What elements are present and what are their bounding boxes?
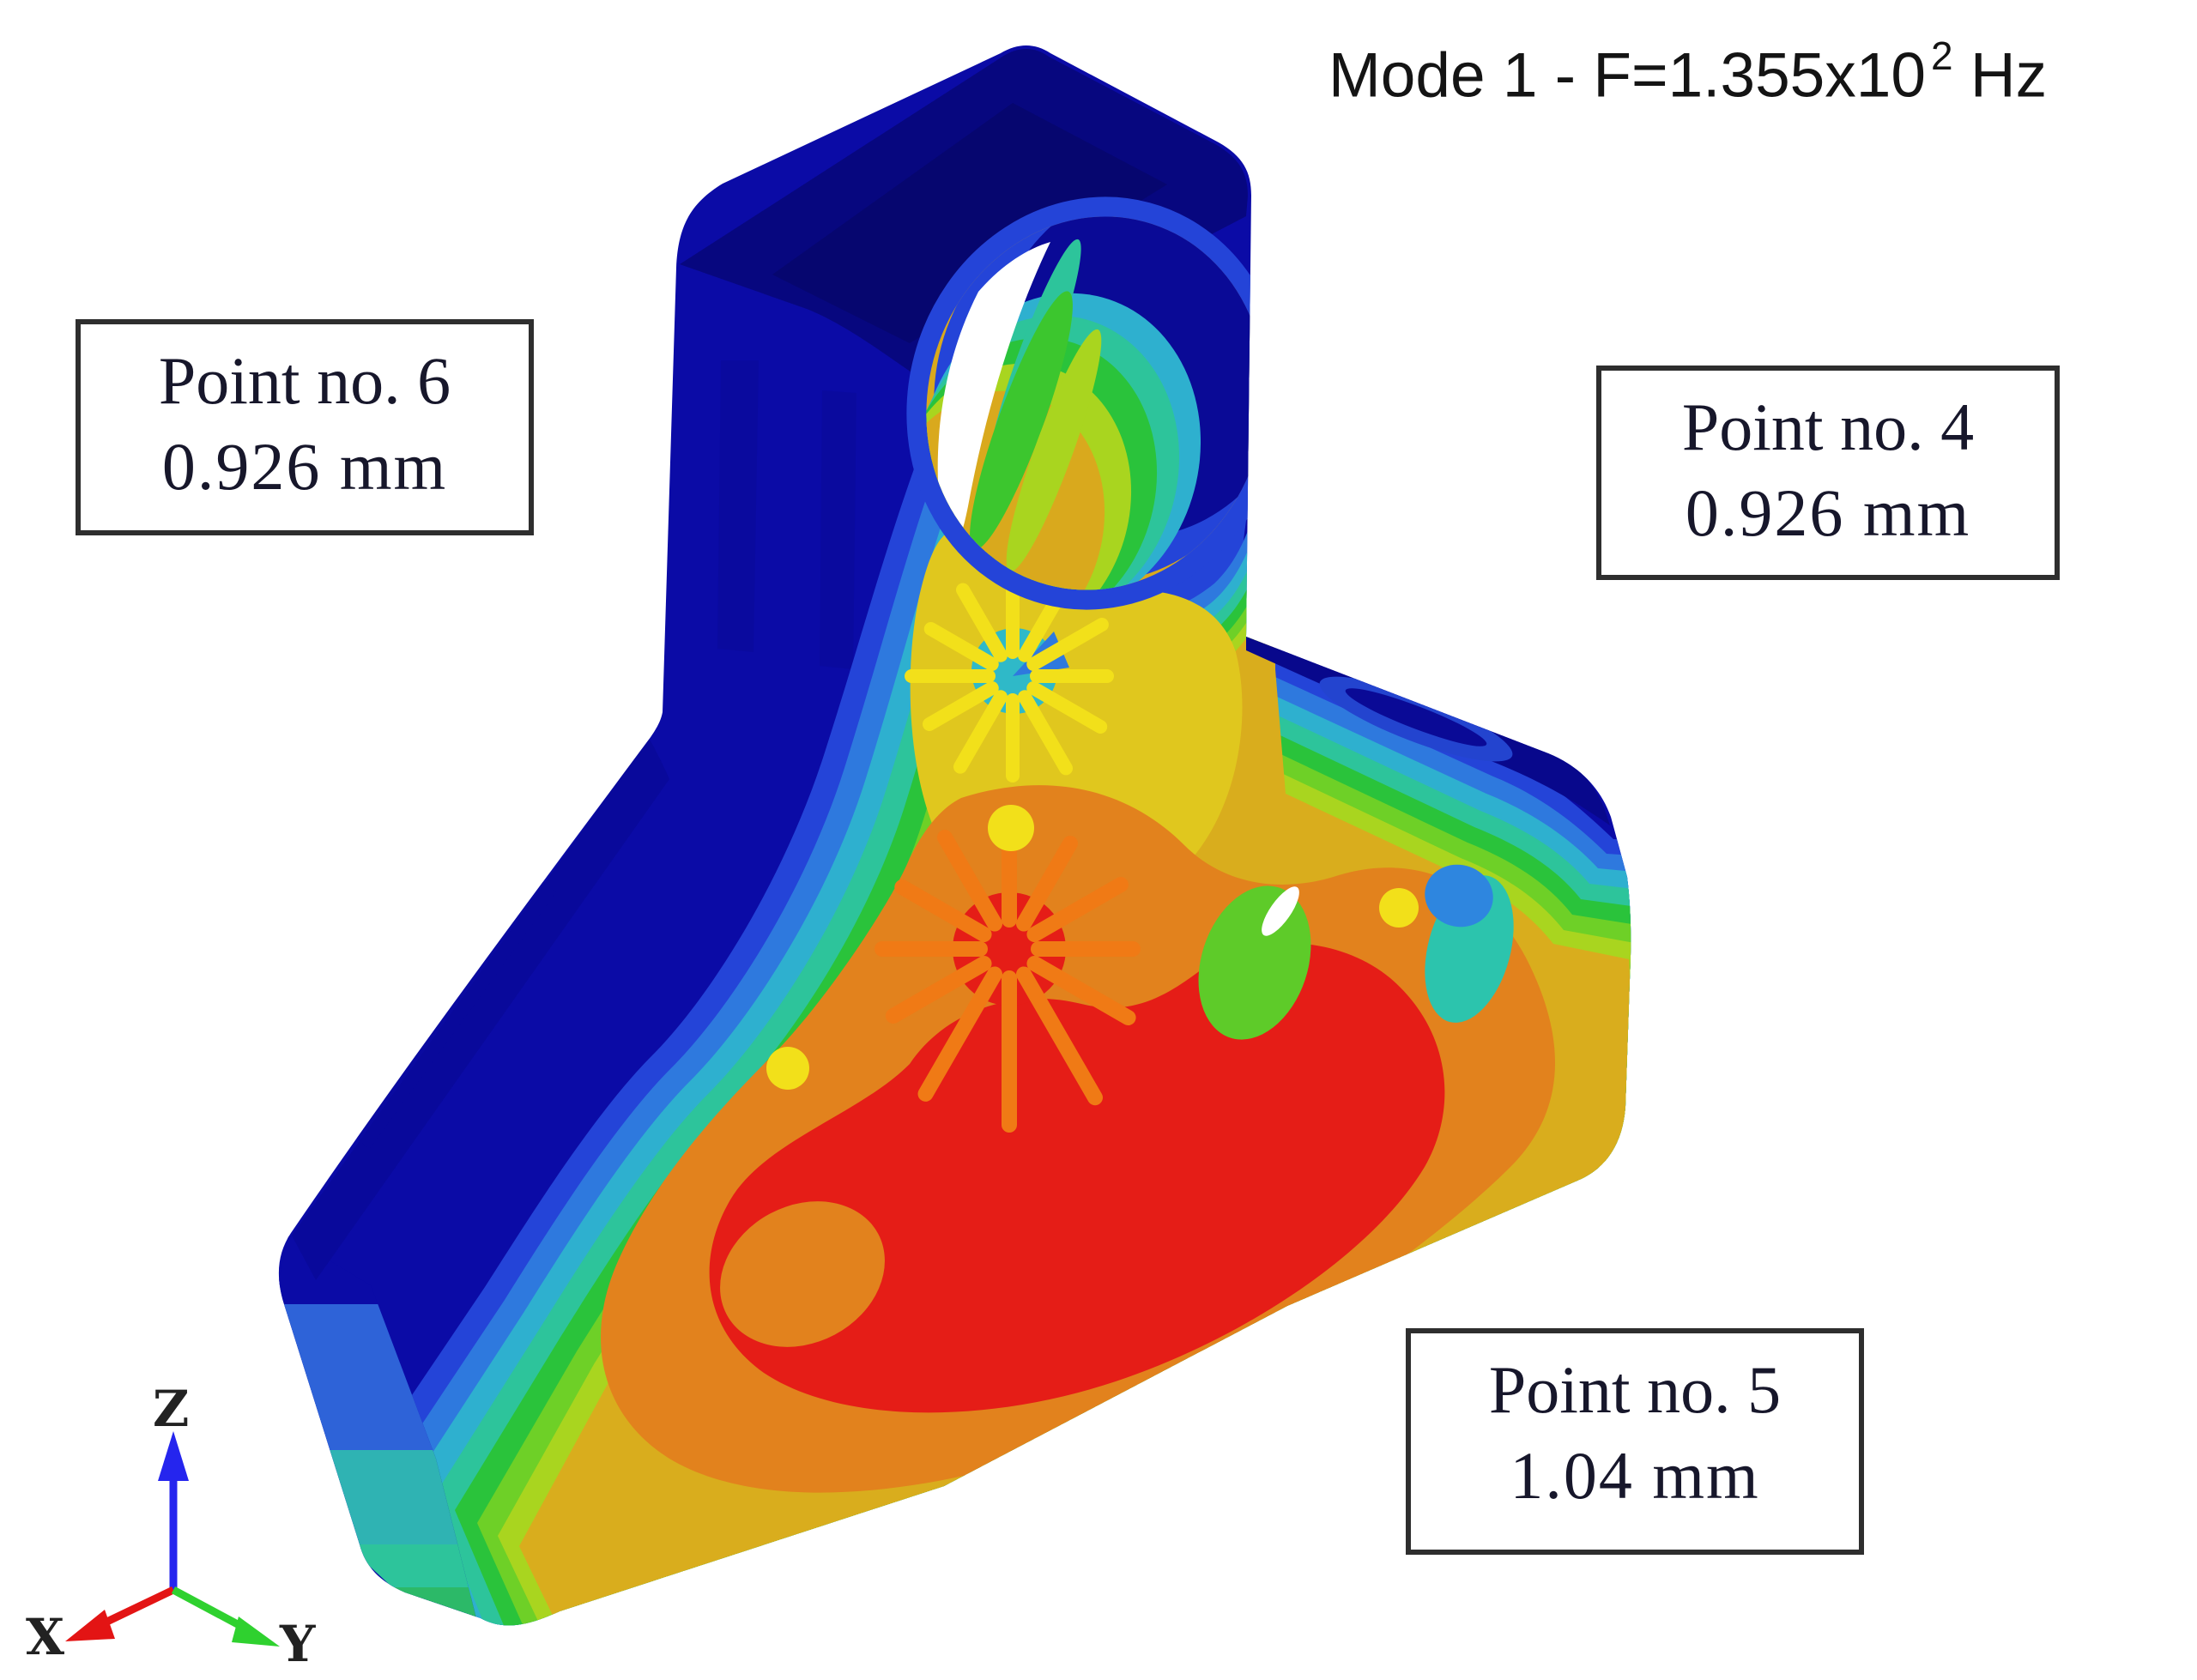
figure-title-exponent: 2 (1930, 33, 1953, 78)
axis-triad: Z X Y (26, 1380, 316, 1673)
contour-band-red (709, 943, 1445, 1413)
annotation-point-value: 1.04 mm (1510, 1437, 1760, 1513)
figure-title-unit: Hz (1952, 40, 2048, 111)
annotation-box-point-6: Point no. 6 0.926 mm (76, 319, 534, 535)
orange-island (720, 1201, 885, 1347)
annotation-point-value: 0.926 mm (1685, 474, 1971, 550)
annotation-point-name: Point no. 4 (1681, 390, 1975, 464)
bore-highlight (937, 242, 1050, 551)
starburst-orange (875, 813, 1141, 1133)
annotation-point-name: Point no. 5 (1488, 1352, 1782, 1427)
node-dot (766, 1047, 809, 1090)
tower-shadow-streak (717, 360, 759, 652)
y-axis-label: Y (279, 1615, 316, 1673)
tower-shadow-streak (820, 390, 856, 669)
y-axis-arrowhead (232, 1617, 280, 1647)
annotation-point-name: Point no. 6 (158, 343, 451, 418)
annotation-box-point-5: Point no. 5 1.04 mm (1406, 1328, 1864, 1555)
node-dot (1379, 888, 1419, 928)
starburst-red-center (953, 892, 1066, 1006)
annotation-box-point-4: Point no. 4 0.926 mm (1596, 366, 2060, 580)
hole-teal-top-blue (1425, 864, 1493, 928)
x-axis-arrowhead (65, 1610, 115, 1641)
figure-title: Mode 1 - F=1.355x10 2 Hz (1328, 33, 2197, 111)
starburst-yellow (905, 568, 1114, 783)
y-axis-arrow (171, 1586, 250, 1633)
hole-highlight (1262, 886, 1299, 936)
wing-top-face (292, 738, 669, 1280)
z-axis-label: Z (153, 1380, 189, 1438)
node-dot (988, 805, 1034, 851)
annotation-point-value: 0.926 mm (161, 428, 448, 504)
x-axis-arrow (94, 1586, 175, 1631)
arm-pocket-inner (1345, 688, 1487, 746)
z-axis-arrowhead (158, 1431, 189, 1481)
x-axis-label: X (26, 1608, 64, 1666)
figure-title-text: Mode 1 - F=1.355x10 (1328, 40, 1926, 111)
bore-sliver-yellow-green (1006, 329, 1102, 572)
bore-sliver-green (970, 291, 1073, 550)
tower-top-face-inner (772, 103, 1167, 343)
